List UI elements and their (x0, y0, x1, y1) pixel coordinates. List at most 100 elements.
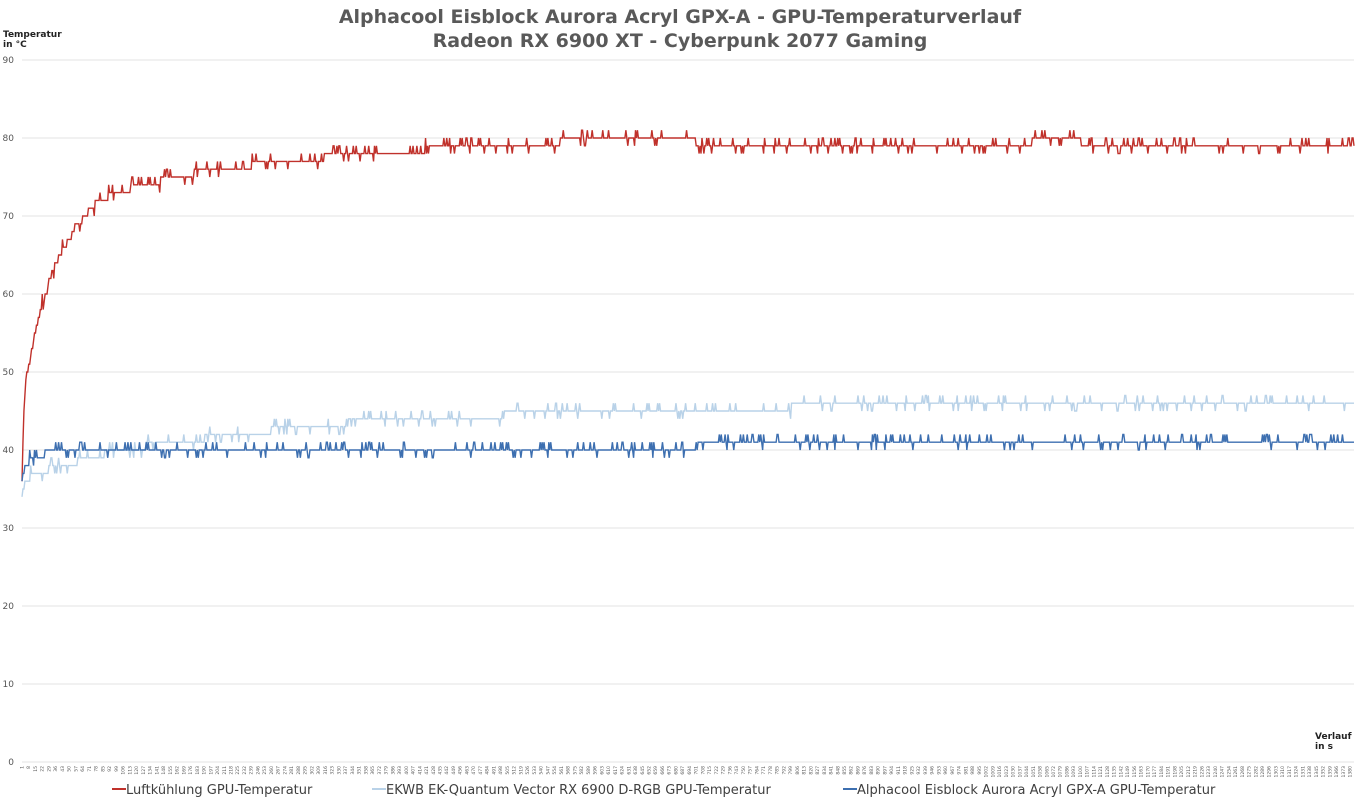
x-tick-label: 701 (694, 766, 700, 775)
x-tick-label: 1 (20, 766, 26, 769)
x-tick-label: 834 (822, 766, 828, 775)
x-axis-ticks: 1 8 15 22 29 36 43 50 57 64 71 78 85 92 99 106 113 120 127… (20, 766, 1354, 778)
x-tick-label: 393 (397, 766, 403, 775)
x-tick-label: 925 (909, 766, 915, 775)
x-tick-label: 1282 (1253, 766, 1259, 778)
x-tick-label: 309 (316, 766, 322, 775)
x-tick-label: 330 (336, 766, 342, 775)
x-tick-label: 1359 (1327, 766, 1333, 778)
x-tick-label: 484 (485, 766, 491, 775)
x-tick-label: 869 (855, 766, 861, 775)
x-tick-label: 729 (721, 766, 727, 775)
y-axis-title: Temperatur in °C (3, 30, 65, 50)
x-tick-label: 1121 (1098, 766, 1104, 778)
x-tick-label: 1114 (1091, 766, 1097, 778)
x-tick-label: 162 (175, 766, 181, 775)
x-tick-label: 939 (923, 766, 929, 775)
x-tick-label: 799 (788, 766, 794, 775)
series-line-3 (21, 433, 1354, 482)
x-tick-label: 687 (680, 766, 686, 775)
x-tick-label: 631 (626, 766, 632, 775)
x-tick-label: 449 (451, 766, 457, 775)
x-tick-label: 127 (141, 766, 147, 775)
x-tick-label: 1093 (1071, 766, 1077, 778)
x-tick-label: 64 (80, 766, 86, 772)
x-tick-label: 659 (653, 766, 659, 775)
y-tick-label-50: 50 (3, 368, 15, 378)
x-tick-label: 183 (195, 766, 201, 775)
x-tick-label: 911 (896, 766, 902, 775)
x-tick-label: 974 (957, 766, 963, 775)
x-tick-label: 29 (46, 766, 52, 772)
x-tick-label: 1247 (1220, 766, 1226, 778)
x-tick-label: 736 (727, 766, 733, 775)
x-tick-label: 946 (930, 766, 936, 775)
x-tick-label: 78 (94, 766, 100, 772)
x-tick-label: 750 (741, 766, 747, 775)
x-tick-label: 841 (829, 766, 835, 775)
x-tick-label: 22 (40, 766, 46, 772)
x-tick-label: 778 (768, 766, 774, 775)
x-tick-label: 1345 (1314, 766, 1320, 778)
x-tick-label: 218 (228, 766, 234, 775)
x-tick-label: 708 (700, 766, 706, 775)
x-tick-label: 813 (802, 766, 808, 775)
x-tick-label: 15 (33, 766, 39, 772)
x-tick-label: 379 (384, 766, 390, 775)
x-tick-label: 50 (67, 766, 73, 772)
x-tick-label: 1240 (1213, 766, 1219, 778)
y-tick-label-90: 90 (3, 56, 15, 66)
x-tick-label: 1212 (1186, 766, 1192, 778)
x-tick-label: 204 (215, 766, 221, 775)
x-tick-label: 820 (808, 766, 814, 775)
x-tick-label: 596 (593, 766, 599, 775)
x-tick-label: 463 (464, 766, 470, 775)
x-tick-label: 232 (242, 766, 248, 775)
x-tick-label: 1128 (1105, 766, 1111, 778)
x-tick-label: 71 (87, 766, 93, 772)
chart-subtitle: Radeon RX 6900 XT - Cyberpunk 2077 Gamin… (433, 30, 928, 52)
x-tick-label: 1205 (1179, 766, 1185, 778)
y-tick-label-0: 0 (8, 758, 14, 768)
x-tick-label: 407 (411, 766, 417, 775)
x-tick-label: 1380 (1348, 766, 1354, 778)
x-tick-label: 253 (262, 766, 268, 775)
x-tick-label: 316 (323, 766, 329, 775)
x-tick-label: 365 (370, 766, 376, 775)
x-tick-label: 92 (107, 766, 113, 772)
x-tick-label: 1268 (1240, 766, 1246, 778)
x-tick-label: 1226 (1199, 766, 1205, 778)
x-tick-label: 981 (963, 766, 969, 775)
x-tick-label: 169 (181, 766, 187, 775)
x-tick-label: 1184 (1159, 766, 1165, 778)
x-tick-label: 1023 (1004, 766, 1010, 778)
x-tick-label: 1107 (1085, 766, 1091, 778)
x-tick-label: 876 (862, 766, 868, 775)
x-tick-label: 1002 (984, 766, 990, 778)
x-tick-label: 533 (532, 766, 538, 775)
x-axis-title-line-2: in s (1315, 742, 1333, 752)
y-tick-label-20: 20 (3, 602, 15, 612)
y-tick-label-40: 40 (3, 446, 15, 456)
x-tick-label: 673 (667, 766, 673, 775)
x-tick-label: 1065 (1044, 766, 1050, 778)
x-tick-label: 540 (539, 766, 545, 775)
x-tick-label: 1135 (1112, 766, 1118, 778)
x-tick-label: 1324 (1294, 766, 1300, 778)
x-tick-label: 589 (586, 766, 592, 775)
x-tick-label: 120 (134, 766, 140, 775)
x-tick-label: 302 (309, 766, 315, 775)
x-tick-label: 806 (795, 766, 801, 775)
x-tick-label: 435 (437, 766, 443, 775)
x-tick-label: 638 (633, 766, 639, 775)
x-tick-label: 568 (566, 766, 572, 775)
series-line-2 (21, 394, 1354, 497)
legend: Luftkühlung GPU-Temperatur EKWB EK-Quantu… (112, 783, 1216, 798)
x-tick-label: 477 (478, 766, 484, 775)
x-tick-label: 603 (599, 766, 605, 775)
x-tick-label: 428 (431, 766, 437, 775)
x-tick-label: 1058 (1038, 766, 1044, 778)
series-line-1 (21, 129, 1355, 482)
x-tick-label: 764 (754, 766, 760, 775)
x-tick-label: 414 (417, 766, 423, 775)
